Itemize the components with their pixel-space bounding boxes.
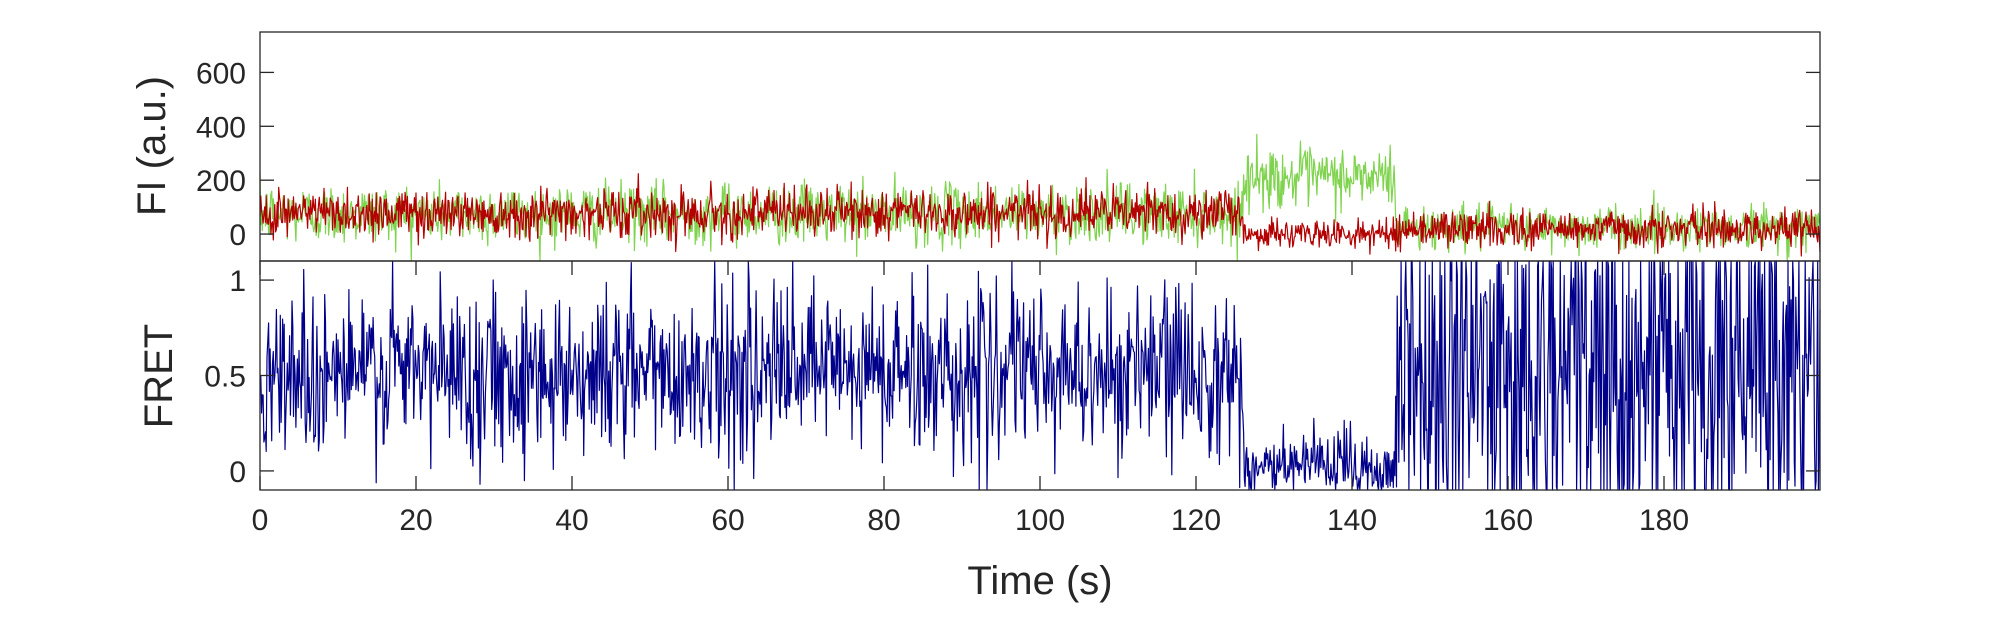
- fret-y-axis-label: FRET: [137, 324, 181, 428]
- time-x-tick-label: 0: [252, 504, 269, 537]
- fret-ticks: 0 0.5 1 0 20 40 60 80 100 120 140 160 180: [204, 261, 1820, 537]
- time-x-tick-label: 160: [1483, 504, 1533, 537]
- fret-panel: 0 0.5 1 0 20 40 60 80 100 120 140 160 180 FRET Time …: [137, 260, 1821, 603]
- fluorescence-y-tick-label: 0: [229, 219, 246, 252]
- fluorescence-panel: 0 200 400 600 FI (a.u.): [130, 31, 1821, 262]
- fret-y-tick-label: 1: [229, 265, 246, 298]
- fluorescence-y-axis-label: FI (a.u.): [130, 76, 174, 216]
- fluorescence-series-1-line: [259, 173, 1821, 257]
- time-x-tick-label: 180: [1639, 504, 1689, 537]
- fluorescence-traces: [259, 133, 1821, 262]
- fret-y-tick-label: 0: [229, 456, 246, 489]
- time-x-tick-label: 80: [867, 504, 900, 537]
- time-x-axis-label: Time (s): [967, 559, 1112, 603]
- fluorescence-y-tick-label: 400: [196, 111, 246, 144]
- fret-y-tick-label: 0.5: [204, 361, 246, 394]
- fret-traces: [259, 260, 1821, 491]
- fluorescence-y-tick-label: 600: [196, 57, 246, 90]
- fluorescence-y-ticks: 0 200 400 600: [196, 57, 1820, 252]
- time-x-tick-label: 140: [1327, 504, 1377, 537]
- time-x-tick-label: 20: [399, 504, 432, 537]
- fluorescence-y-tick-label: 200: [196, 165, 246, 198]
- time-x-tick-label: 120: [1171, 504, 1221, 537]
- fret-series-0-line: [259, 260, 1821, 491]
- time-x-tick-label: 40: [555, 504, 588, 537]
- time-x-tick-label: 60: [711, 504, 744, 537]
- time-x-tick-label: 100: [1015, 504, 1065, 537]
